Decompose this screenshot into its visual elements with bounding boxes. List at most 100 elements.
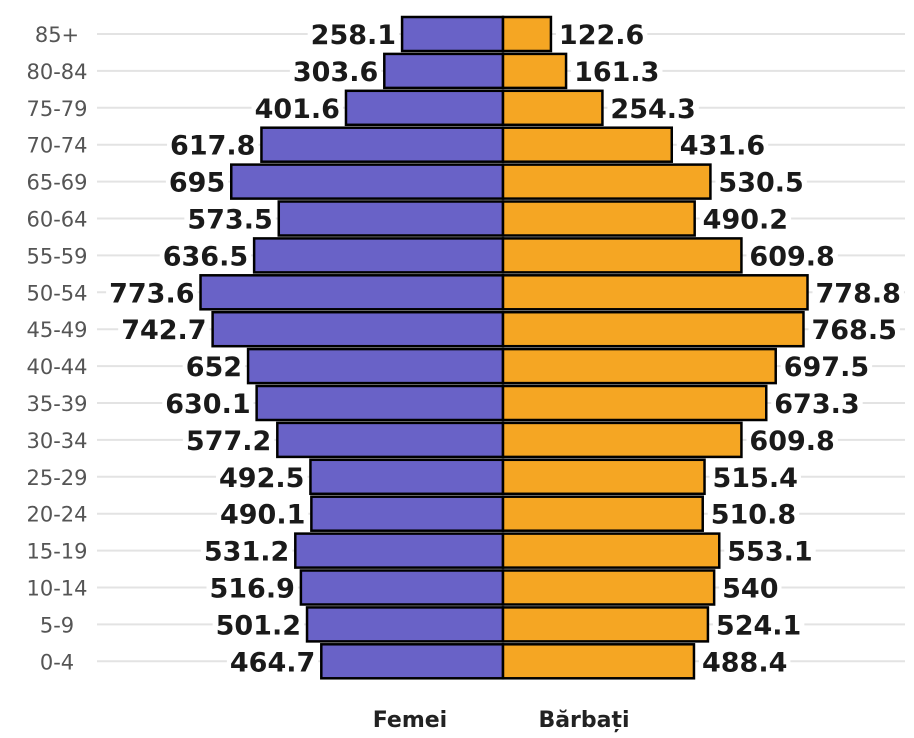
male-value-label: 490.2 [703, 205, 788, 236]
female-bar [383, 52, 505, 90]
value-label-background [289, 56, 382, 88]
male-bar [501, 15, 553, 53]
male-value-label: 768.5 [811, 315, 896, 346]
female-bar [277, 200, 505, 237]
male-bar [501, 569, 716, 606]
female-value-label: 630.1 [165, 389, 250, 420]
value-label-background [307, 20, 400, 51]
male-bar [501, 532, 721, 569]
value-label-background [212, 610, 305, 642]
female-bar [294, 532, 505, 569]
male-bar [501, 384, 768, 422]
value-label-background [746, 425, 838, 457]
age-group-label: 60-64 [26, 208, 87, 232]
female-bar [310, 495, 505, 532]
female-bar [211, 310, 505, 348]
female-bar [309, 458, 505, 496]
male-bar [501, 163, 712, 200]
value-label-background [159, 241, 252, 273]
value-label-background [707, 499, 800, 531]
male-value-label: 515.4 [713, 463, 798, 494]
female-value-label: 303.6 [293, 57, 378, 88]
male-value-label: 524.1 [716, 610, 801, 641]
labels: 85+ 258.1 122.6 80-84 303.6 161.3 75-79 401.6 25… [26, 20, 904, 679]
male-bar [501, 89, 604, 127]
value-label-background [724, 536, 816, 568]
value-label-background [106, 278, 198, 310]
male-value-label: 540 [722, 574, 778, 605]
male-value-label: 673.3 [774, 389, 859, 420]
age-group-label: 85+ [35, 23, 79, 47]
female-value-label: 516.9 [209, 574, 294, 605]
age-group-label: 15-19 [26, 540, 87, 564]
male-value-label: 609.8 [749, 241, 834, 272]
value-label-background [226, 647, 319, 679]
value-label-background [709, 462, 801, 494]
male-value-label: 161.3 [574, 57, 659, 88]
value-label-background [165, 167, 229, 199]
age-group-label: 5-9 [40, 613, 74, 637]
age-group-label: 55-59 [26, 244, 87, 268]
bars [199, 15, 809, 680]
female-value-label: 617.8 [170, 131, 255, 162]
male-bar [501, 52, 568, 90]
age-group-label: 20-24 [26, 503, 87, 527]
male-value-label: 431.6 [680, 131, 765, 162]
value-label-background [162, 389, 254, 420]
age-group-label: 40-44 [26, 355, 87, 379]
male-bar [501, 347, 777, 385]
value-label-background [699, 204, 792, 236]
age-group-label: 75-79 [26, 97, 87, 121]
value-label-background [808, 315, 900, 347]
male-bar [501, 458, 706, 496]
female-bar [305, 606, 505, 643]
value-label-background [771, 389, 863, 420]
value-label-background [184, 204, 276, 236]
male-bar [501, 200, 696, 237]
male-bar [501, 421, 743, 459]
age-group-label: 65-69 [26, 171, 87, 195]
male-bar [501, 237, 743, 274]
value-label-background [676, 130, 769, 162]
value-label-background [182, 352, 246, 384]
value-label-background [780, 352, 873, 384]
age-group-label: 35-39 [26, 392, 87, 416]
female-value-label: 258.1 [311, 20, 396, 51]
female-bar [299, 569, 505, 606]
value-label-background [206, 573, 298, 605]
value-label-background [167, 130, 259, 162]
value-label-background [216, 499, 309, 531]
value-label-background [216, 462, 308, 494]
male-value-label: 254.3 [610, 94, 695, 125]
male-value-label: 510.8 [711, 500, 796, 531]
female-value-label: 501.2 [216, 610, 301, 641]
female-bar [344, 89, 505, 127]
female-bar [320, 643, 505, 680]
age-group-label: 10-14 [26, 577, 87, 601]
value-label-background [607, 93, 699, 125]
value-label-background [182, 425, 275, 457]
age-group-label: 30-34 [26, 429, 87, 453]
age-group-label: 45-49 [26, 318, 87, 342]
male-value-label: 553.1 [727, 537, 812, 568]
female-value-label: 577.2 [186, 426, 271, 457]
age-group-label: 0-4 [40, 650, 74, 674]
age-group-label: 50-54 [26, 281, 87, 305]
value-label-background [251, 93, 343, 125]
female-value-label: 492.5 [219, 463, 304, 494]
female-bar [230, 163, 505, 200]
male-bar [501, 310, 805, 348]
male-value-label: 697.5 [784, 352, 869, 383]
value-label-background [746, 241, 838, 273]
value-label-background [118, 315, 210, 347]
female-value-label: 742.7 [121, 315, 206, 346]
legend-male-label: Bărbați [538, 708, 629, 733]
female-value-label: 401.6 [255, 94, 340, 125]
male-value-label: 609.8 [749, 426, 834, 457]
male-value-label: 488.4 [702, 647, 787, 678]
value-label-background [698, 647, 791, 679]
value-label-background [555, 20, 648, 51]
female-bar [255, 384, 505, 422]
female-value-label: 490.1 [220, 500, 305, 531]
